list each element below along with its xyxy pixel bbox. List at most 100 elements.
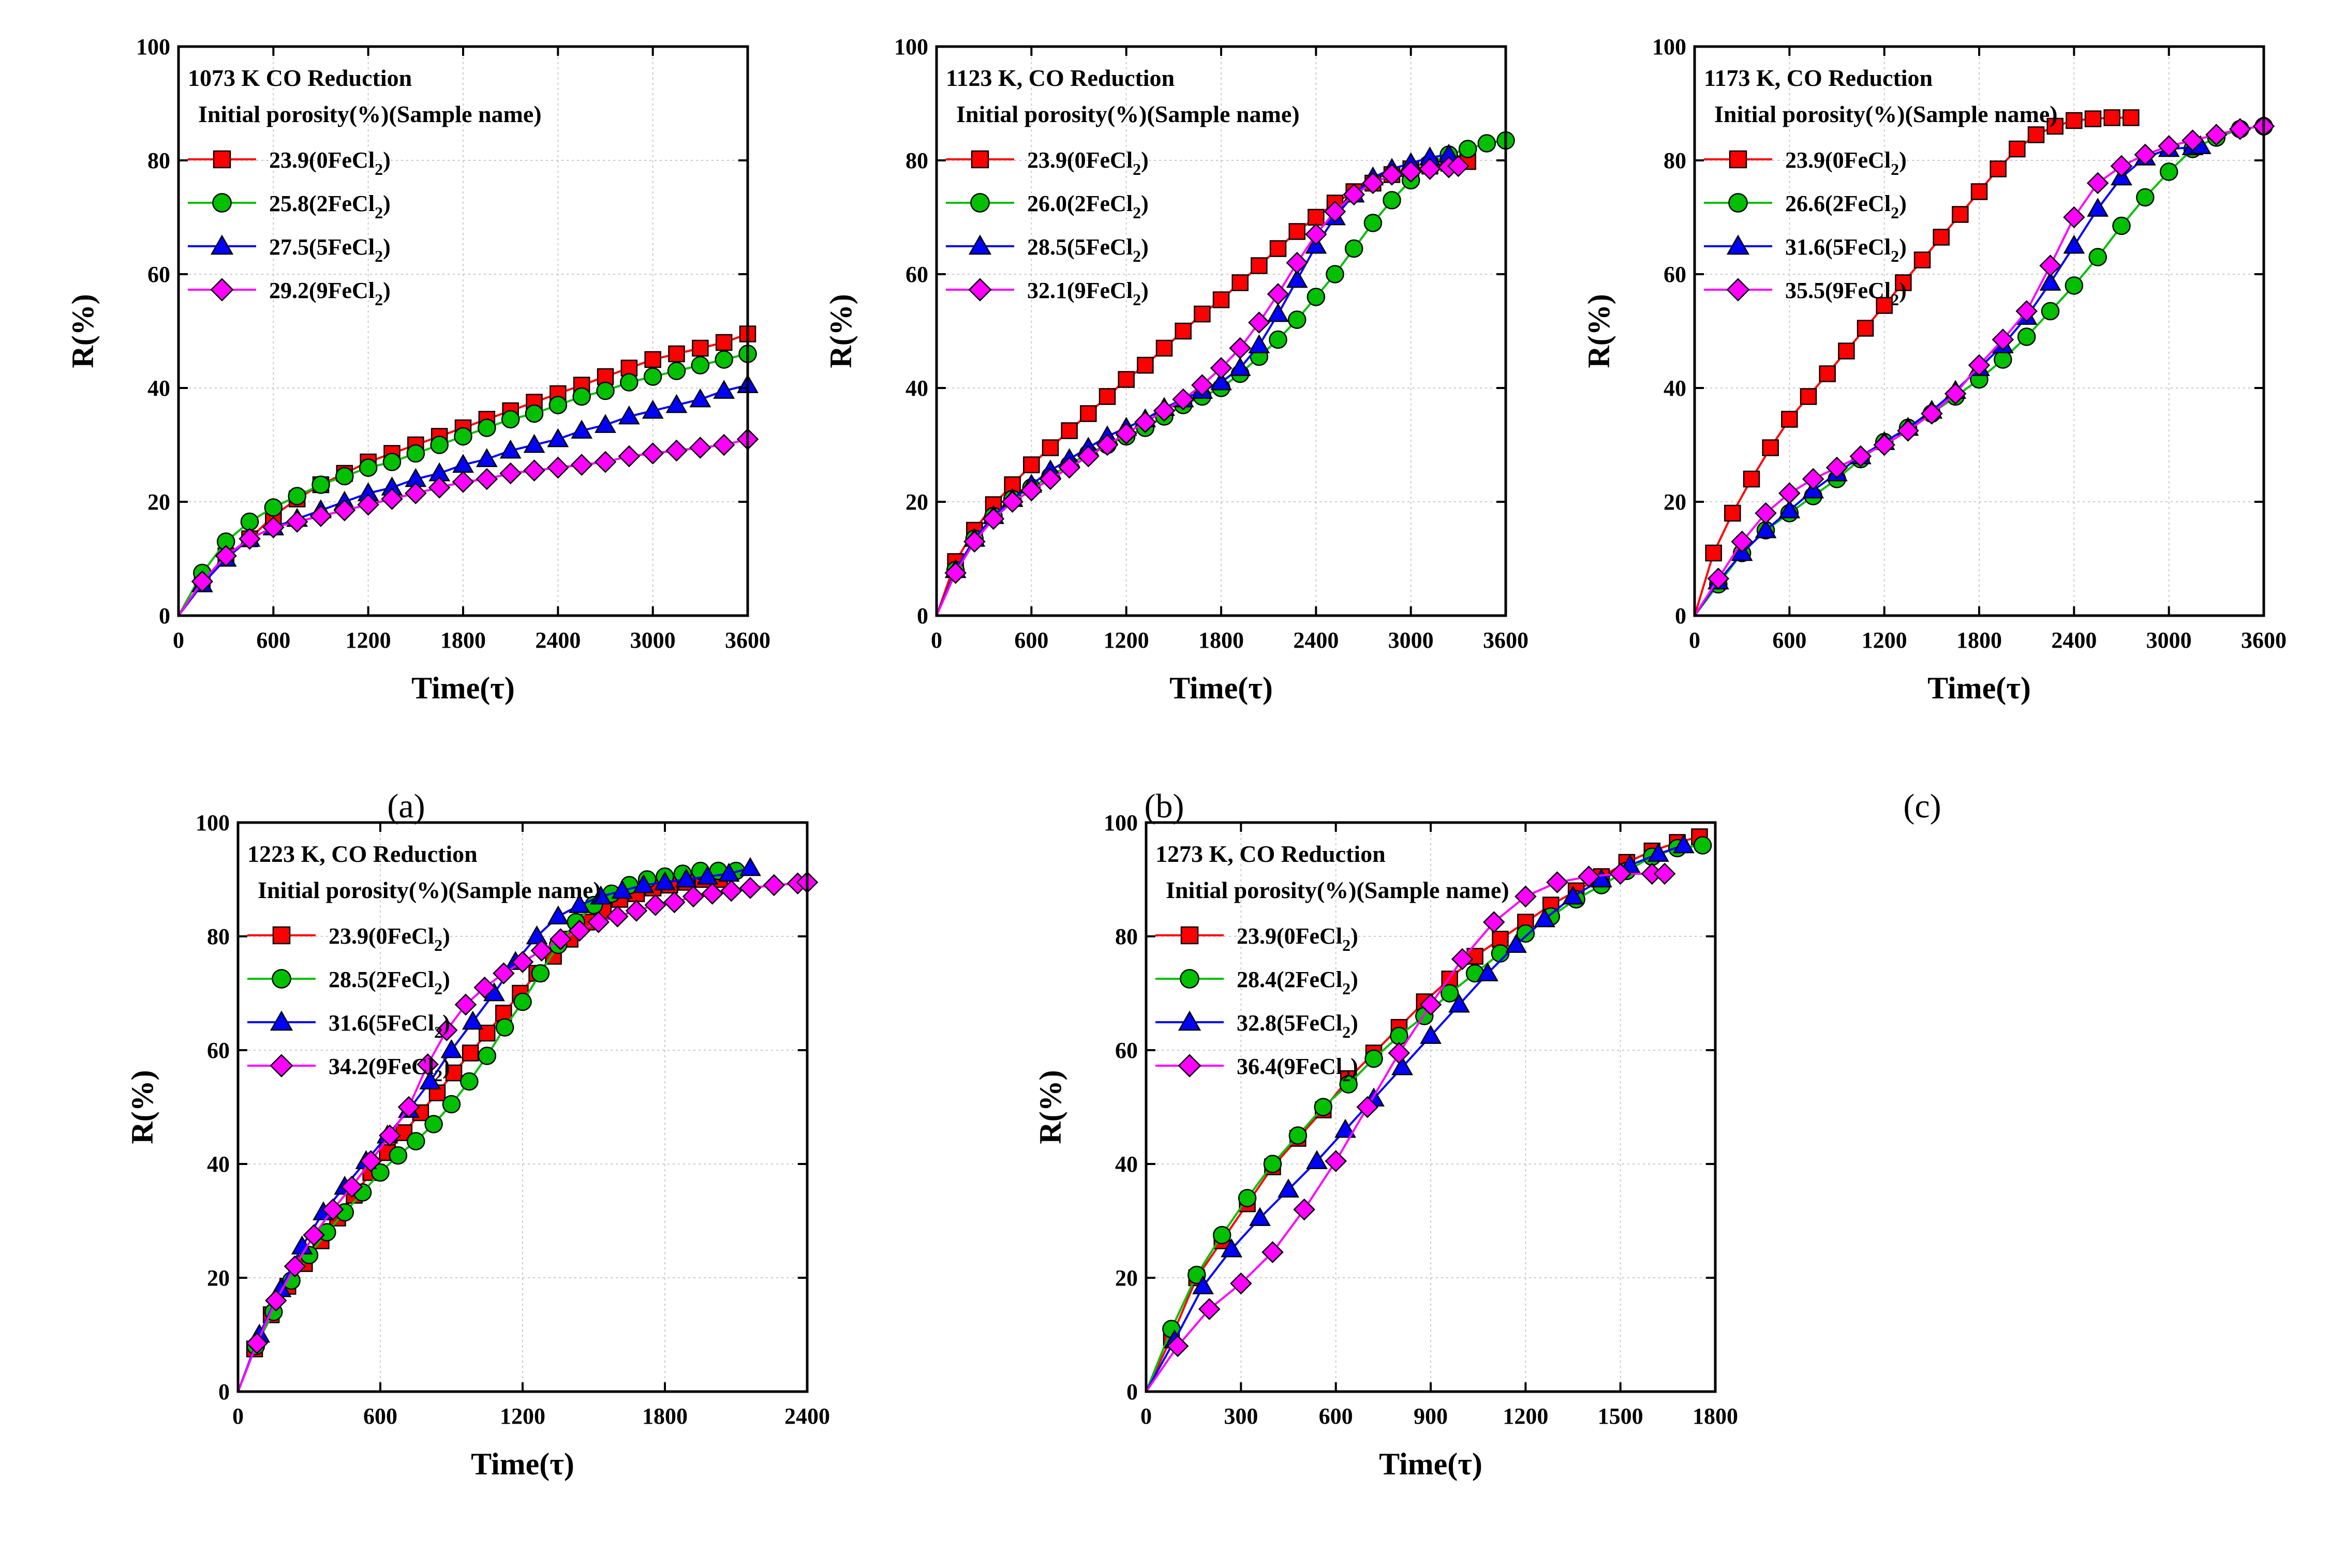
data-point [303, 1224, 325, 1246]
legend-marker [213, 150, 231, 169]
x-tick-label: 600 [1319, 1403, 1353, 1429]
x-tick-label: 3000 [630, 628, 676, 653]
data-point [1952, 206, 1969, 223]
data-point [1897, 420, 1919, 442]
y-tick-label: 100 [136, 34, 170, 59]
y-tick-label: 100 [1104, 810, 1138, 835]
legend-subscript: 2 [375, 247, 383, 265]
data-point [643, 367, 662, 386]
data-point [1023, 456, 1040, 473]
data-point [1802, 468, 1824, 490]
legend-marker [270, 1010, 293, 1031]
x-tick-label: 3600 [2241, 628, 2287, 653]
data-point [1175, 322, 1192, 340]
data-point [547, 456, 569, 479]
data-point [2181, 129, 2204, 152]
legend-subscript: 2 [434, 1066, 442, 1085]
y-tick-label: 20 [1664, 489, 1686, 515]
x-tick-label: 0 [232, 1403, 244, 1429]
data-point [682, 885, 705, 908]
x-tick-label: 1200 [1104, 628, 1149, 653]
data-point [462, 1044, 479, 1062]
data-point [405, 482, 427, 504]
data-point [1849, 445, 1872, 468]
data-point [454, 427, 472, 446]
data-point [572, 387, 591, 406]
panel-c: 0 600 1200 1800 2400 3000 3600 0 20 40 60 80 100 Time… [1582, 34, 2287, 825]
data-point [1288, 223, 1305, 240]
panel-caption: (b) [1145, 787, 1184, 825]
data-point [691, 356, 710, 375]
data-point [1653, 862, 1676, 885]
data-point [1362, 172, 1384, 195]
panel-a: 0 600 1200 1800 2400 3000 3600 0 20 40 60 80 100 Time… [66, 34, 770, 825]
data-point [1198, 1298, 1221, 1320]
data-point [1363, 214, 1383, 232]
data-point [2039, 272, 2061, 291]
data-point [644, 351, 661, 368]
data-point [1172, 388, 1194, 411]
data-point [944, 562, 967, 584]
data-point [547, 905, 569, 924]
legend-subscript: 2 [375, 160, 383, 178]
data-point [1118, 371, 1135, 388]
data-point [1778, 499, 1801, 518]
data-point [1420, 1025, 1442, 1044]
data-point [2229, 118, 2251, 140]
data-point [1419, 993, 1442, 1016]
data-point [2009, 140, 2026, 158]
data-point [284, 1255, 306, 1278]
data-point [2103, 109, 2120, 126]
data-point [2158, 135, 2180, 157]
legend-close-paren: ) [1141, 147, 1149, 173]
data-point [286, 511, 308, 533]
data-point [1383, 191, 1401, 210]
data-point [1221, 1238, 1242, 1258]
x-tick-label: 2400 [1293, 628, 1339, 653]
legend-title: Initial porosity(%)(Sample name) [198, 101, 542, 127]
data-point [1994, 350, 2012, 369]
data-point [1192, 1275, 1214, 1294]
data-point [1778, 482, 1801, 504]
legend-close-paren: ) [1899, 147, 1907, 173]
legend-subscript: 2 [1342, 1066, 1350, 1085]
data-point [265, 1289, 287, 1312]
data-point [191, 570, 214, 593]
data-point [2027, 126, 2045, 143]
data-point [335, 467, 354, 486]
x-tick-label: 1800 [1693, 1403, 1738, 1429]
data-point [357, 494, 379, 516]
data-point [1534, 908, 1555, 928]
data-point [1166, 1335, 1189, 1357]
data-point [2063, 234, 2085, 254]
data-point [1458, 140, 1477, 158]
data-point [2136, 188, 2155, 207]
data-point [1134, 411, 1156, 434]
data-point [419, 1070, 441, 1089]
legend-close-paren: ) [1899, 278, 1907, 303]
legend-close-paren: ) [1350, 1010, 1358, 1036]
chart-title: 1123 K, CO Reduction [946, 65, 1175, 91]
data-point [511, 951, 534, 973]
data-point [1137, 356, 1154, 374]
data-point [523, 459, 545, 482]
y-tick-label: 20 [906, 489, 928, 515]
data-point [424, 1115, 443, 1133]
y-tick-label: 80 [1664, 148, 1686, 173]
legend-marker [1178, 1010, 1201, 1031]
data-point [1344, 239, 1363, 258]
y-axis-label: R(%) [66, 294, 100, 368]
data-point [2066, 112, 2083, 129]
legend-marker [1728, 193, 1748, 213]
data-point [739, 857, 761, 876]
legend-close-paren: ) [383, 147, 391, 173]
legend-close-paren: ) [383, 278, 391, 303]
data-point [1288, 1126, 1308, 1145]
data-point [462, 1010, 484, 1030]
data-point [1077, 445, 1100, 468]
legend-label: 27.5(5FeCl2) [269, 234, 391, 265]
y-tick-label: 40 [207, 1152, 230, 1177]
data-point [1286, 251, 1308, 274]
data-point [531, 964, 550, 983]
data-point [1693, 836, 1712, 855]
